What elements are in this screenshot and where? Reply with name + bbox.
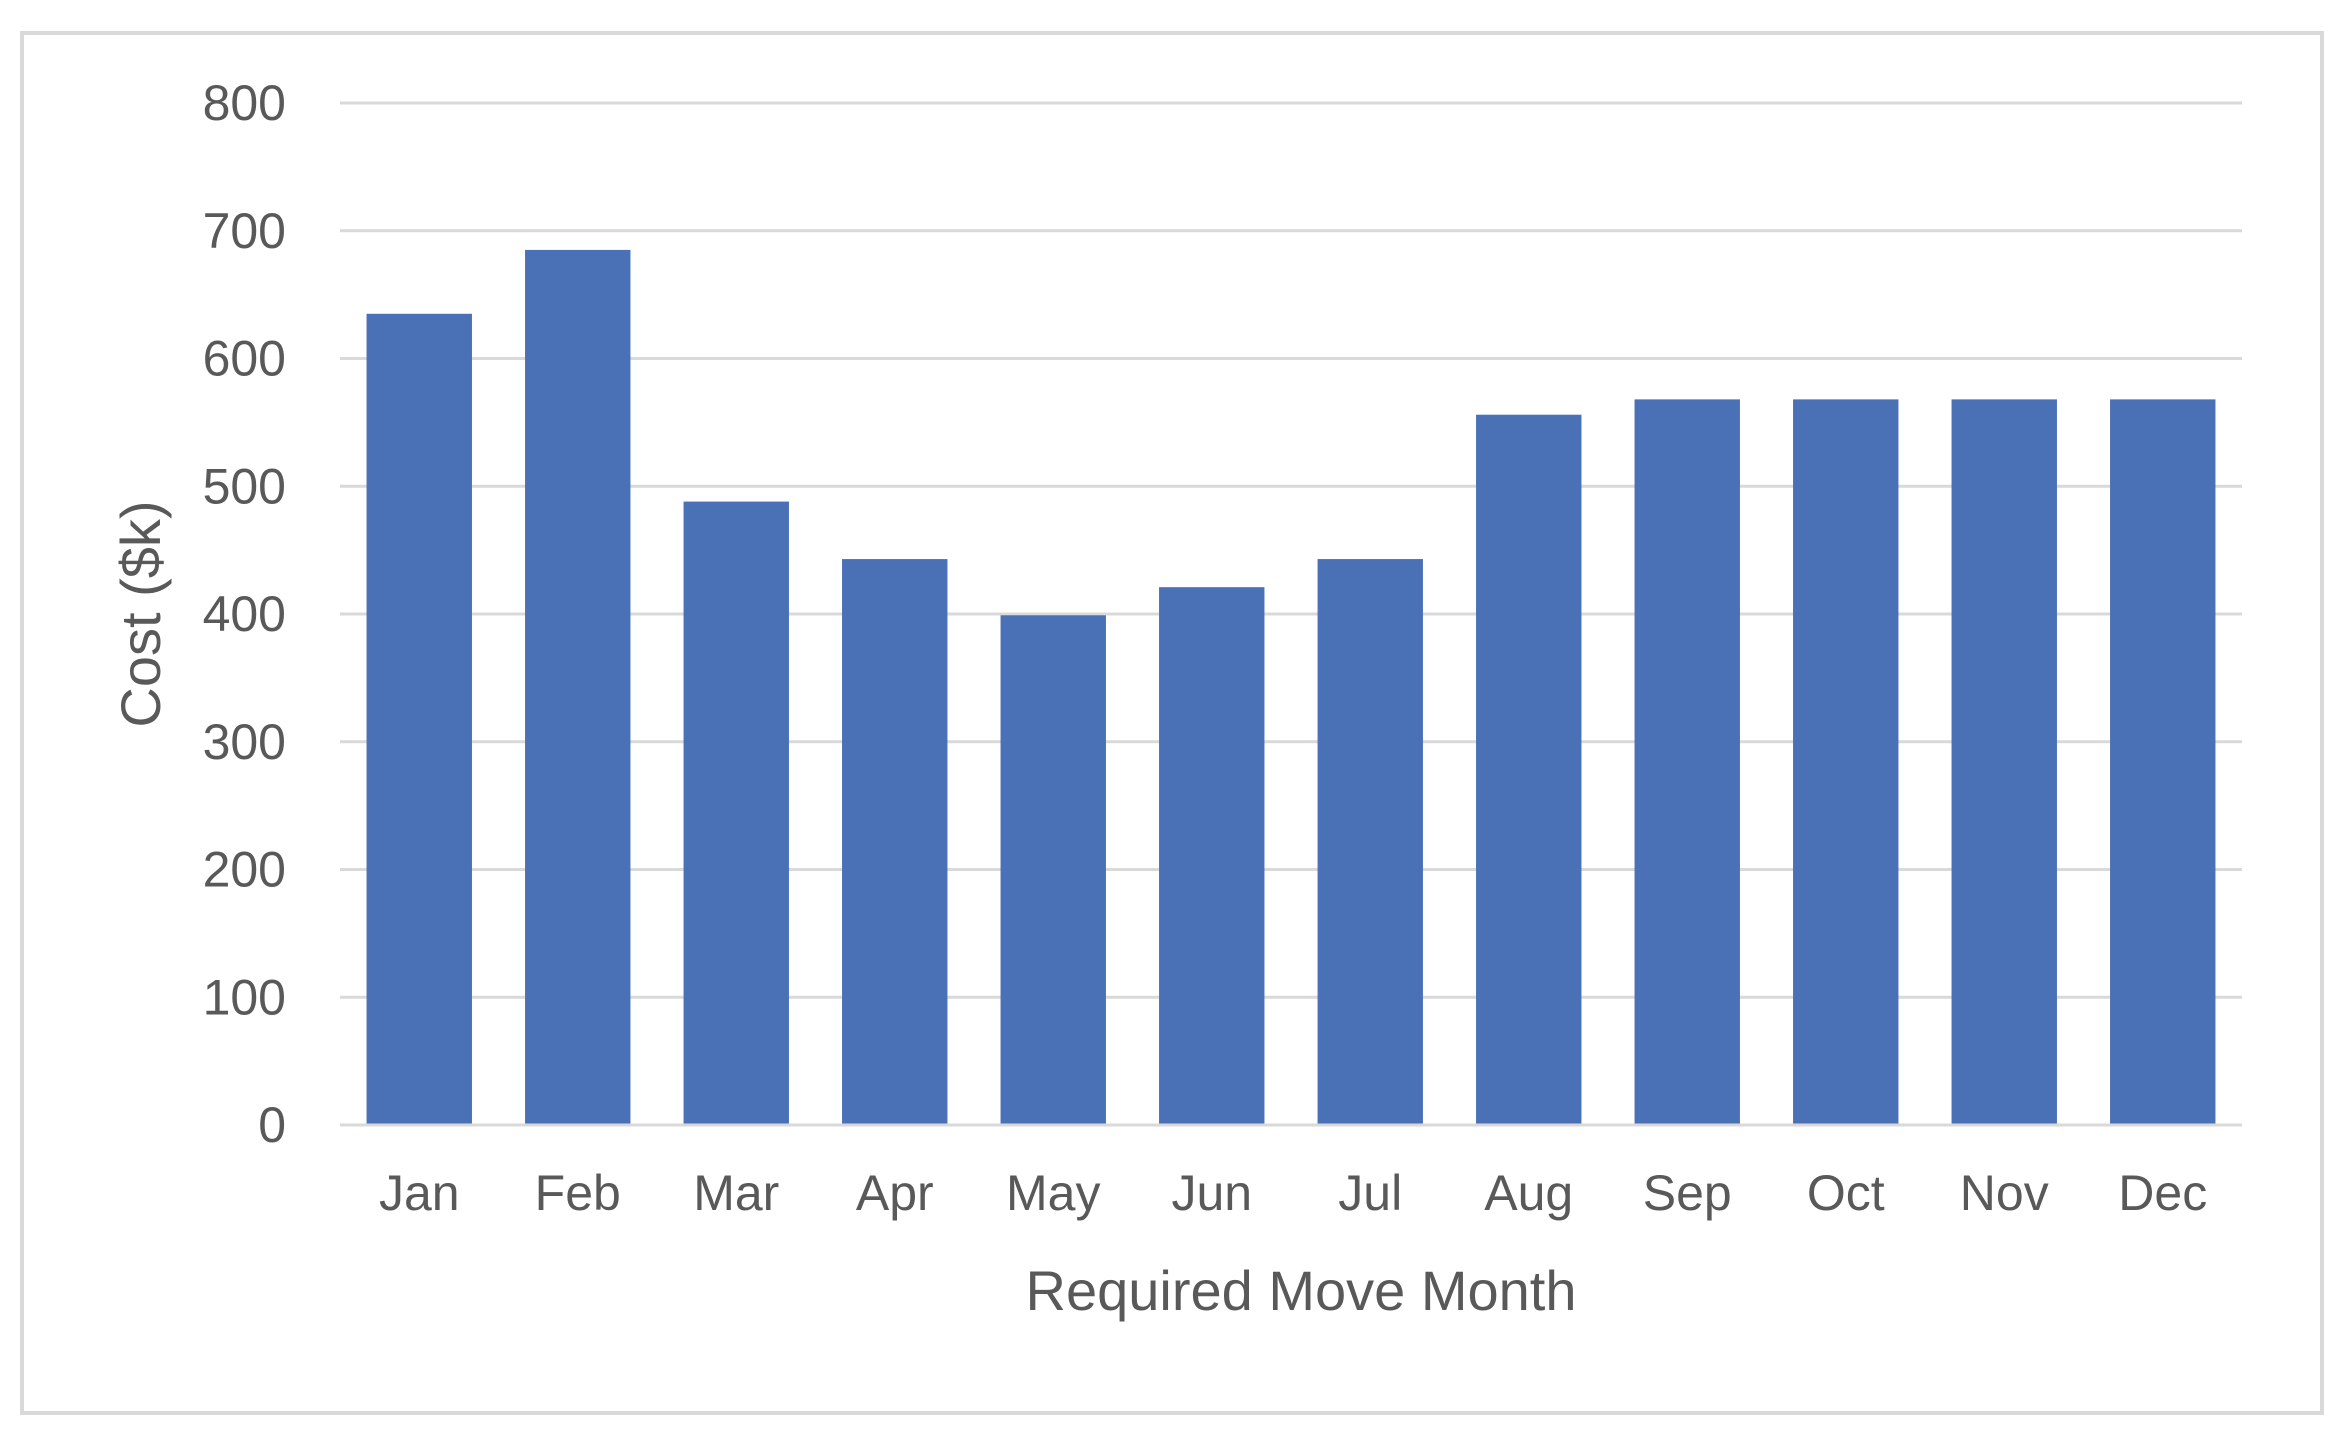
y-tick-label: 200 [203, 842, 286, 898]
x-tick-label: Jan [379, 1165, 460, 1221]
y-tick-label: 500 [203, 458, 286, 514]
y-tick-label: 0 [258, 1097, 286, 1153]
x-tick-label: Nov [1960, 1165, 2049, 1221]
x-tick-labels: Jan Feb Mar Apr May Jun Jul Aug Sep Oct Nov Dec [379, 1165, 2207, 1221]
chart-frame [20, 31, 2324, 1415]
bar-jan [366, 313, 472, 1126]
x-tick-label: Oct [1807, 1165, 1885, 1221]
bar-mar [683, 501, 789, 1126]
x-tick-label: Mar [693, 1165, 779, 1221]
y-tick-label: 400 [203, 586, 286, 642]
bar-nov [1951, 399, 2057, 1125]
x-tick-label: May [1006, 1165, 1100, 1221]
y-tick-label: 800 [203, 75, 286, 131]
y-tick-labels: 0 100 200 300 400 500 600 700 800 [203, 75, 286, 1153]
bar-aug [1476, 414, 1582, 1126]
x-tick-label: Jun [1171, 1165, 1252, 1221]
x-tick-label: Apr [856, 1165, 934, 1221]
bar-jun [1159, 587, 1265, 1125]
bar-jul [1317, 559, 1423, 1125]
bar-apr [842, 559, 948, 1125]
bar-may [1000, 615, 1106, 1125]
x-tick-label: Sep [1643, 1165, 1732, 1221]
x-tick-label: Aug [1484, 1165, 1573, 1221]
y-tick-label: 300 [203, 714, 286, 770]
bars [366, 249, 2216, 1126]
x-tick-label: Jul [1338, 1165, 1402, 1221]
x-axis-title: Required Move Month [1026, 1259, 1577, 1322]
x-tick-label: Feb [535, 1165, 621, 1221]
x-tick-label: Dec [2118, 1165, 2207, 1221]
bar-sep [1634, 399, 1740, 1125]
gridlines [340, 101, 2242, 999]
bar-feb [525, 249, 631, 1126]
bar-dec [2110, 399, 2216, 1125]
y-axis-title: Cost ($k) [109, 500, 172, 727]
y-tick-label: 700 [203, 203, 286, 259]
y-tick-label: 100 [203, 969, 286, 1025]
bar-oct [1793, 399, 1899, 1125]
y-tick-label: 600 [203, 331, 286, 387]
